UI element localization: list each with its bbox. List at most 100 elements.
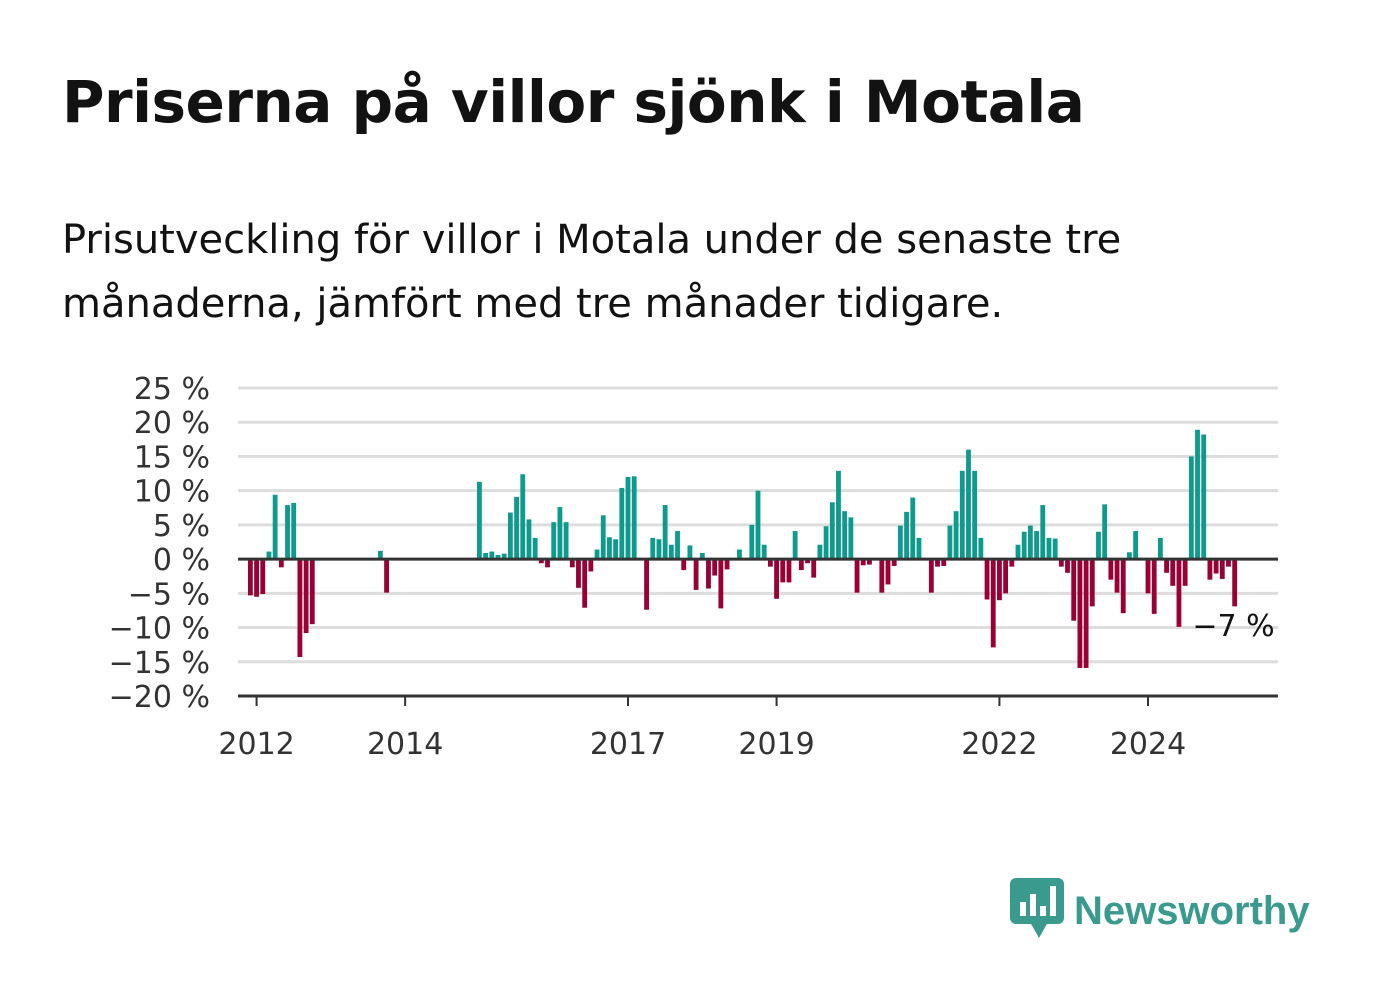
bar <box>1133 531 1139 560</box>
bar <box>662 505 668 560</box>
y-tick-label: −15 % <box>109 646 210 681</box>
bar <box>260 559 266 595</box>
bar <box>1108 559 1114 580</box>
bar <box>1170 559 1176 586</box>
bar <box>1114 559 1120 593</box>
bar <box>990 559 996 648</box>
last-value-label: −7 % <box>1192 609 1274 644</box>
bar <box>972 470 978 560</box>
bar <box>984 559 990 600</box>
bar <box>1145 559 1151 594</box>
bar <box>1213 559 1219 574</box>
bar <box>613 539 619 560</box>
annotations: −7 % <box>1192 609 1274 644</box>
bar <box>538 559 544 564</box>
x-tick-label: 2024 <box>1110 727 1186 762</box>
bar <box>935 559 940 567</box>
bar <box>829 502 835 560</box>
bar <box>1083 559 1089 668</box>
bar <box>953 511 959 560</box>
bar <box>631 476 637 560</box>
bar <box>966 449 971 560</box>
bar <box>836 470 841 560</box>
bar <box>1207 559 1213 580</box>
bar <box>303 559 309 634</box>
bar <box>607 537 612 560</box>
bar <box>780 559 786 583</box>
bar <box>854 559 860 593</box>
brand-logo: Newsworthy <box>1010 878 1310 944</box>
bar <box>978 537 984 560</box>
bar <box>582 559 588 608</box>
bar <box>1120 559 1126 614</box>
bar <box>291 502 297 560</box>
bar <box>1065 559 1070 573</box>
bar <box>910 497 916 560</box>
bar <box>1157 537 1163 560</box>
bar <box>297 559 303 657</box>
y-tick-label: 10 % <box>134 475 210 510</box>
y-tick-label: −5 % <box>128 577 210 612</box>
bar <box>724 559 730 570</box>
bar <box>916 537 922 560</box>
bar <box>1034 531 1039 560</box>
x-tick-label: 2014 <box>367 727 443 762</box>
bar <box>1089 559 1095 607</box>
bar <box>1226 559 1231 567</box>
bar <box>885 559 891 585</box>
bar <box>1040 505 1046 560</box>
bar <box>668 544 674 560</box>
bar <box>1176 559 1182 627</box>
bar <box>501 553 507 560</box>
chart-title: Priserna på villor sjönk i Motala <box>62 68 1085 136</box>
bar <box>681 559 687 571</box>
bar <box>941 559 947 566</box>
bar <box>959 470 965 560</box>
bar <box>1182 559 1188 586</box>
axes <box>238 557 1278 698</box>
bar <box>545 559 550 568</box>
bar <box>1021 531 1027 560</box>
x-axis-ticks: 2012 2014 2017 2019 2022 2024 <box>218 696 1186 762</box>
bar <box>532 537 538 560</box>
bar <box>520 474 526 560</box>
bar <box>1164 559 1169 573</box>
bar <box>594 549 600 560</box>
bar <box>377 550 383 560</box>
y-tick-label: 0 % <box>153 543 210 578</box>
bar <box>644 559 649 610</box>
bar <box>247 559 253 596</box>
bar <box>1102 504 1108 560</box>
bar <box>687 545 693 560</box>
bar <box>1232 559 1238 607</box>
bar <box>774 559 779 599</box>
bar <box>569 559 575 568</box>
bar <box>897 525 903 560</box>
bar <box>767 559 773 567</box>
bar <box>1009 559 1015 567</box>
bar <box>997 559 1002 601</box>
x-tick-label: 2017 <box>590 727 666 762</box>
bar <box>817 544 823 560</box>
bar <box>1015 544 1021 560</box>
bar <box>792 531 798 560</box>
bar <box>489 551 495 560</box>
chart-subtitle: Prisutveckling för villor i Motala under… <box>62 217 1122 327</box>
y-tick-label: 25 % <box>134 372 210 407</box>
bars <box>247 429 1238 668</box>
bar <box>1058 559 1064 567</box>
bar <box>1071 559 1077 621</box>
bar <box>619 487 625 560</box>
bar <box>576 559 581 588</box>
bar <box>1195 429 1200 560</box>
bar <box>266 551 272 560</box>
bar <box>823 526 829 560</box>
bar <box>675 531 680 560</box>
bar <box>904 511 909 560</box>
bar <box>928 559 934 593</box>
bar <box>867 559 872 565</box>
bar <box>761 544 767 560</box>
bar <box>811 559 817 578</box>
bar <box>551 522 557 560</box>
